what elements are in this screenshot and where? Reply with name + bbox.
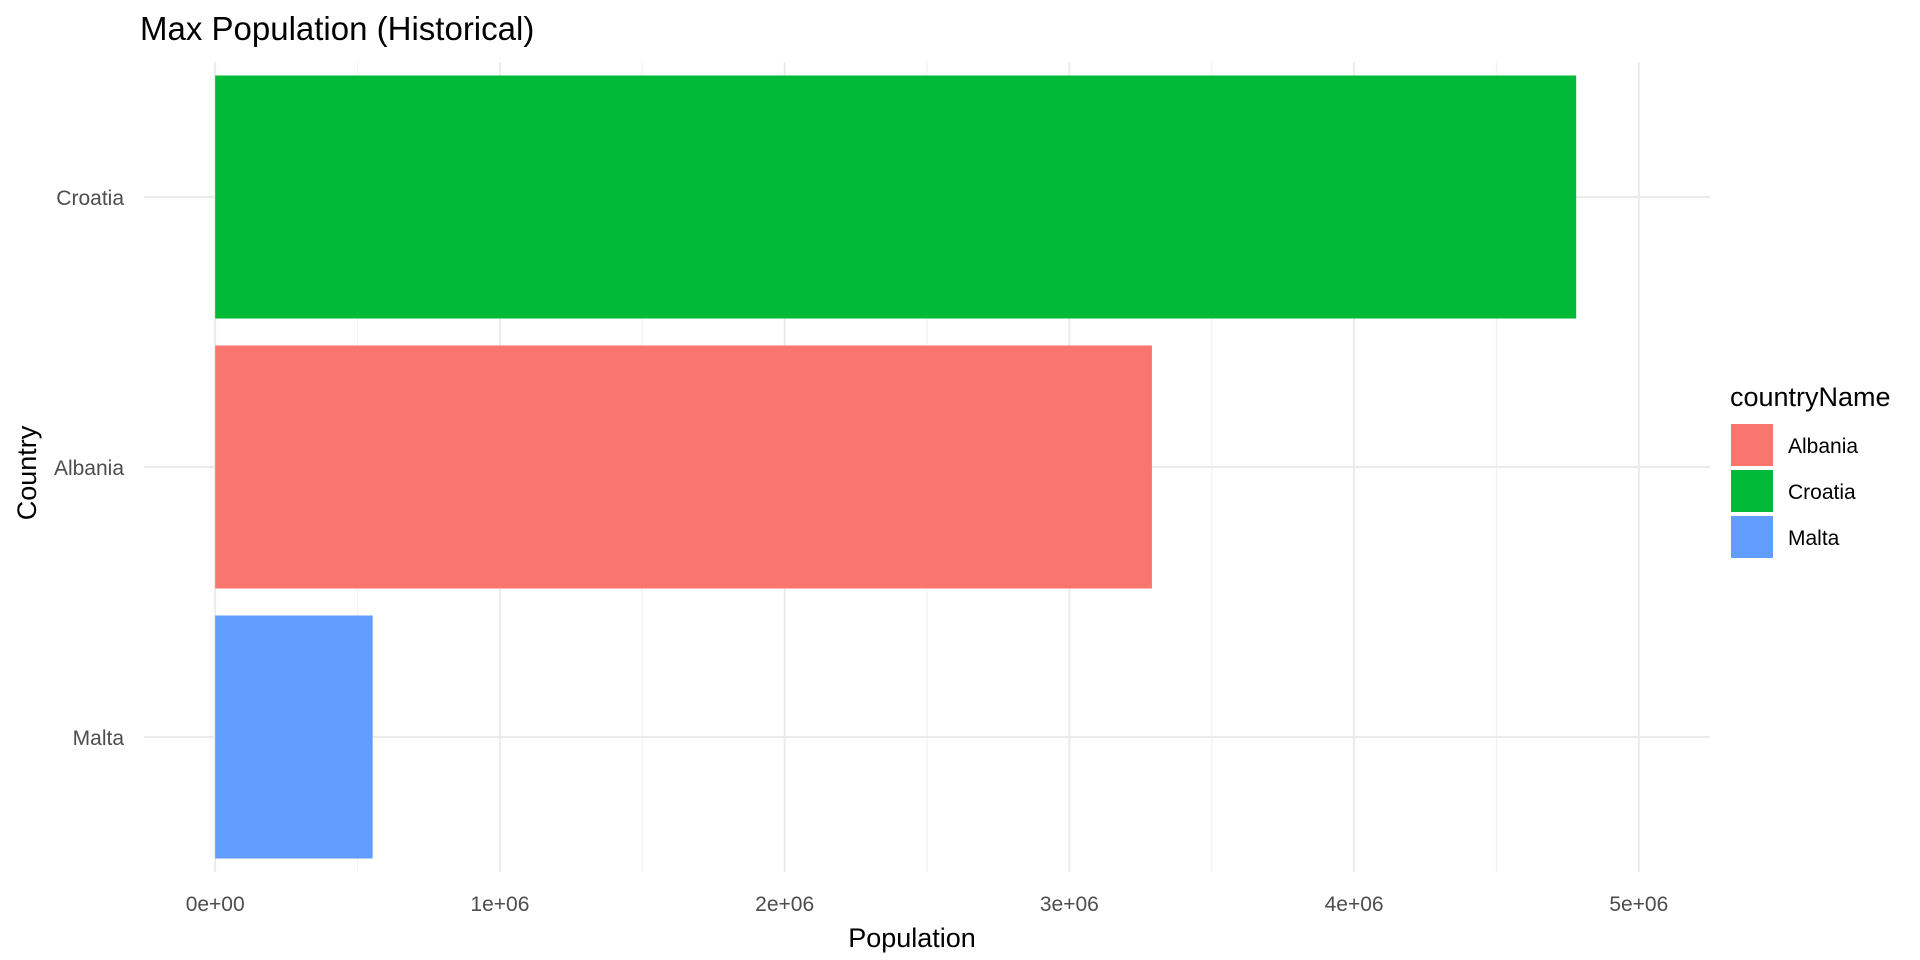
legend-swatch-malta: [1731, 516, 1773, 558]
legend-label: Croatia: [1788, 481, 1856, 504]
legend: countryName Albania Croatia Malta: [1730, 382, 1891, 558]
y-tick-label: Croatia: [56, 187, 124, 210]
x-tick-label: 5e+06: [1609, 893, 1668, 916]
legend-title: countryName: [1730, 382, 1891, 412]
bar-malta: [215, 615, 373, 859]
legend-items: Albania Croatia Malta: [1731, 424, 1858, 558]
legend-label: Albania: [1788, 435, 1858, 458]
y-axis-title: Country: [12, 425, 42, 520]
x-axis-title: Population: [848, 923, 976, 953]
legend-swatch-croatia: [1731, 470, 1773, 512]
x-tick-label: 0e+00: [186, 893, 245, 916]
y-tick-label: Malta: [73, 727, 125, 750]
bar-albania: [215, 345, 1152, 589]
x-tick-label: 2e+06: [755, 893, 814, 916]
x-tick-label: 1e+06: [470, 893, 529, 916]
y-tick-label: Albania: [54, 457, 124, 480]
bar-croatia: [215, 75, 1577, 319]
bars: [215, 75, 1577, 859]
y-axis-tick-labels: Malta Albania Croatia: [54, 187, 124, 750]
chart-title: Max Population (Historical): [140, 10, 534, 47]
x-axis-tick-labels: 0e+00 1e+06 2e+06 3e+06 4e+06 5e+06: [186, 893, 1669, 916]
x-tick-label: 3e+06: [1040, 893, 1099, 916]
x-tick-label: 4e+06: [1325, 893, 1384, 916]
legend-label: Malta: [1788, 527, 1840, 550]
legend-swatch-albania: [1731, 424, 1773, 466]
